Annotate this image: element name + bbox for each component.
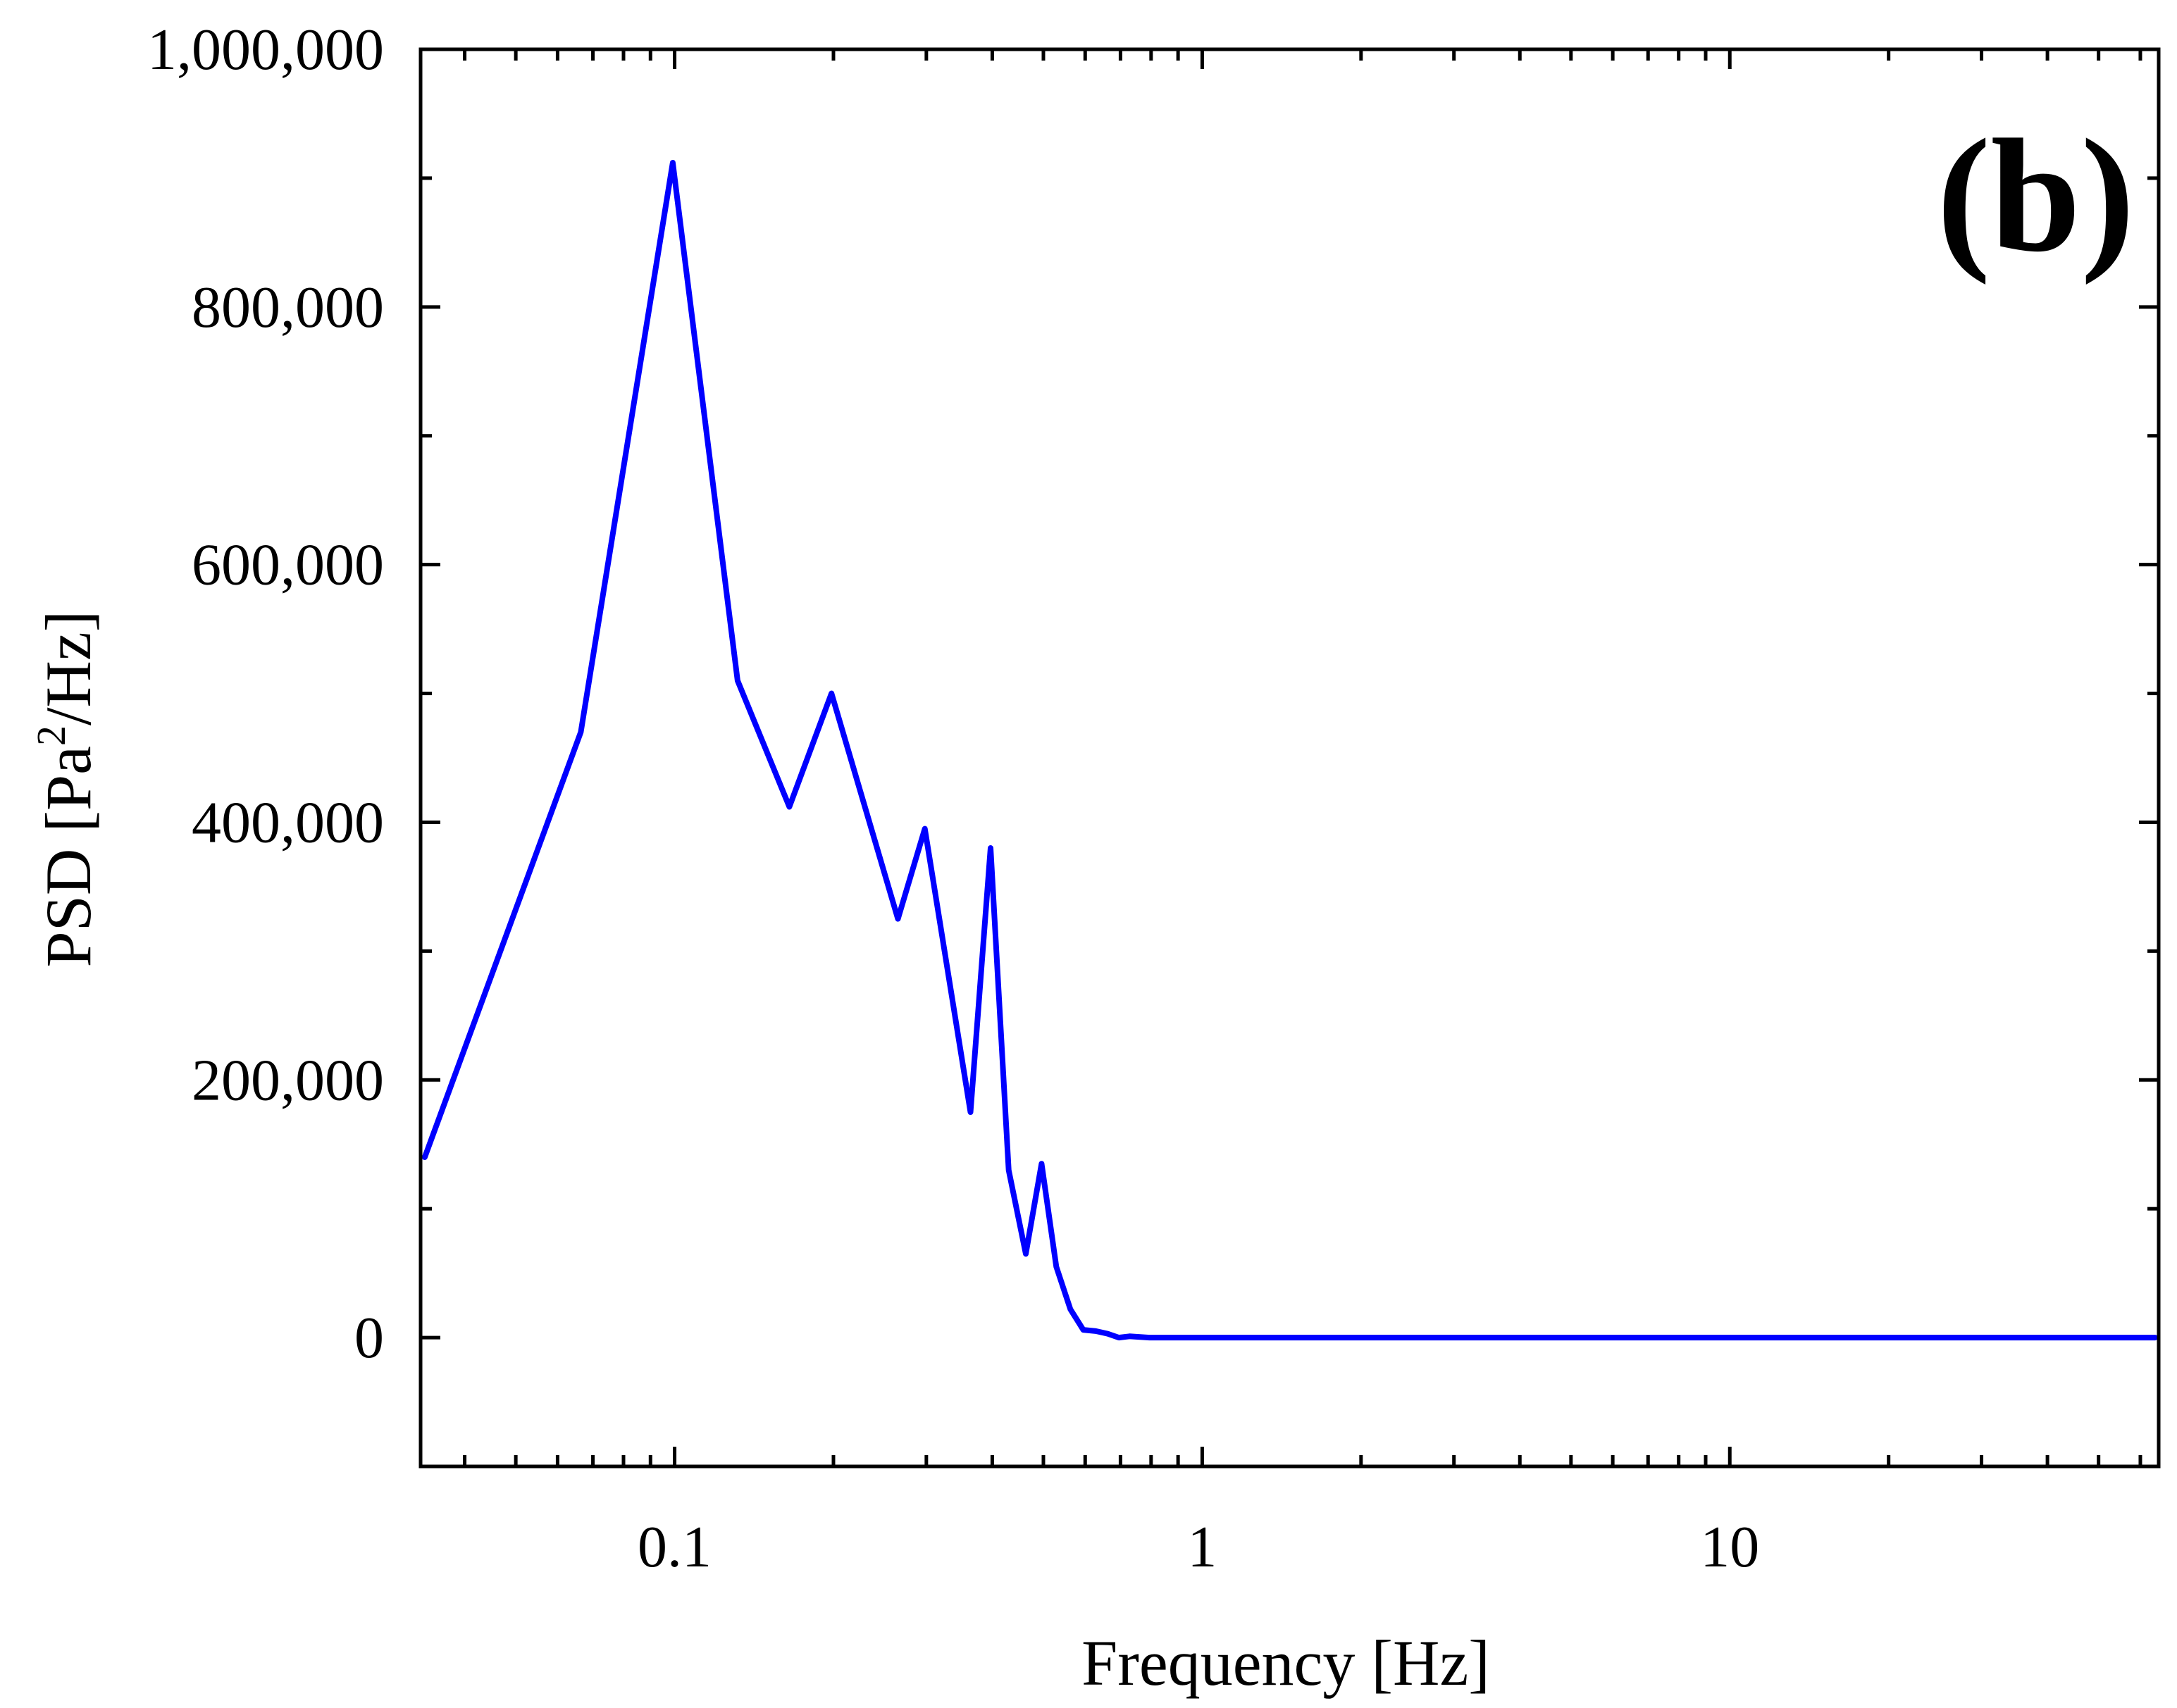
y-axis-title-superscript: 2 [28,725,74,746]
y-axis-title-prefix: PSD [Pa [32,746,104,967]
y-tick-label: 200,000 [192,1047,384,1113]
y-tick-label: 0 [354,1305,384,1371]
x-tick-label: 10 [1700,1514,1759,1580]
y-axis-title-suffix: /Hz] [32,611,104,725]
minor-ticks [421,49,2159,1469]
panel-label: (b) [1937,106,2135,285]
y-tick-labels: 0 200,000 400,000 600,000 800,000 1,000,000 [147,17,384,1371]
y-tick-label: 1,000,000 [147,17,384,82]
x-tick-label: 1 [1187,1514,1217,1580]
plot-frame [418,47,2161,1469]
x-axis-title: Frequency [Hz] [1081,1627,1490,1699]
y-tick-label: 400,000 [192,790,384,855]
y-axis-title: PSD [Pa2/Hz] [28,611,104,968]
x-tick-label: 0.1 [638,1514,712,1580]
series-layer [421,160,2158,1341]
y-tick-label: 800,000 [192,275,384,340]
series-line [421,160,2158,1341]
x-tick-labels: 0.1 1 10 [638,1514,1759,1580]
y-tick-label: 600,000 [192,532,384,598]
